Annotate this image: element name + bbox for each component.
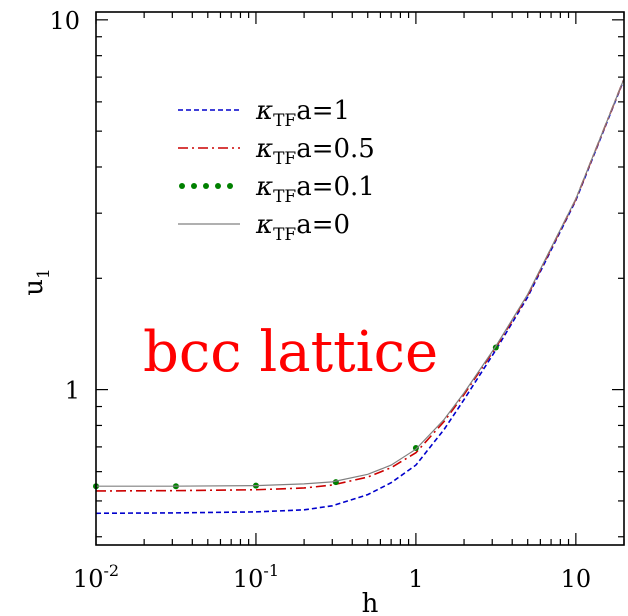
legend-entry: κTFa=0 bbox=[178, 210, 350, 245]
series-line-0 bbox=[96, 78, 625, 487]
x-tick-label: 10 bbox=[561, 565, 592, 593]
legend-label: κTFa=0.5 bbox=[255, 134, 375, 169]
series-line-0.5 bbox=[95, 78, 625, 492]
legend-label: κTFa=0 bbox=[255, 210, 350, 245]
ticks-layer: 10-2 10-1 1 10 1 10 bbox=[49, 7, 625, 593]
y-axis-label: u1 bbox=[19, 268, 54, 296]
legend-swatch bbox=[191, 183, 197, 189]
legend-entry: κTFa=0.1 bbox=[179, 172, 375, 207]
legend-swatch bbox=[203, 183, 209, 189]
series-layer bbox=[93, 78, 625, 515]
x-tick-label: 10-1 bbox=[233, 561, 279, 593]
legend-label: κTFa=1 bbox=[255, 96, 350, 131]
legend-swatch bbox=[227, 183, 233, 189]
y-tick-label: 1 bbox=[65, 377, 80, 405]
legend-label: κTFa=0.1 bbox=[255, 172, 375, 207]
series-line-1 bbox=[95, 79, 625, 515]
y-axis-title: u1 bbox=[19, 268, 54, 296]
legend-entry: κTFa=0.5 bbox=[178, 134, 375, 169]
plot-frame bbox=[95, 11, 625, 546]
legend-entry: κTFa=1 bbox=[178, 96, 350, 131]
legend-swatch bbox=[179, 183, 185, 189]
legend-swatch bbox=[215, 183, 221, 189]
y-tick-label: 10 bbox=[49, 7, 80, 35]
bcc-lattice-annotation: bcc lattice bbox=[143, 320, 438, 385]
x-tick-label: 1 bbox=[408, 565, 423, 593]
x-tick-label: 10-2 bbox=[73, 561, 119, 593]
x-axis-title: h bbox=[362, 589, 379, 616]
